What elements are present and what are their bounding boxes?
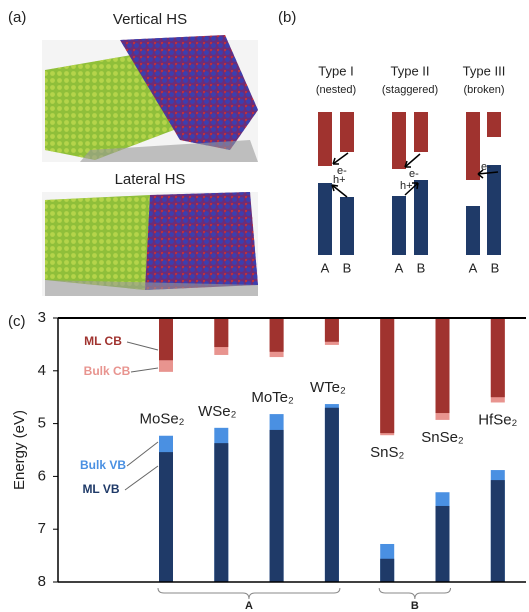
y-tick-label: 4: [38, 362, 46, 379]
type-note: (broken): [464, 84, 505, 96]
category-label: SnS₂: [370, 444, 404, 461]
material-label: B: [417, 260, 426, 275]
group-label: A: [245, 600, 253, 612]
y-tick-label: 8: [38, 573, 46, 590]
y-tick-label: 3: [38, 309, 46, 326]
type-note: (nested): [316, 84, 356, 96]
lateral-hs-image: [42, 192, 258, 296]
category-label: MoTe₂: [251, 389, 294, 406]
electron-label: e-: [337, 165, 347, 177]
material-label: A: [469, 260, 478, 275]
material-label: A: [321, 260, 330, 275]
material-label: B: [343, 260, 352, 275]
series-label: ML VB: [82, 482, 119, 496]
bar: [380, 558, 395, 582]
y-tick-label: 5: [38, 415, 46, 432]
y-tick-label: 7: [38, 520, 46, 537]
bar: [214, 318, 229, 348]
hole-label: h+: [400, 180, 413, 192]
group-brace: [157, 587, 341, 600]
bar: [214, 443, 229, 582]
bar: [380, 318, 395, 434]
category-label: SnSe₂: [421, 429, 464, 446]
bar: [435, 505, 450, 582]
bar: [159, 318, 173, 361]
band-alignment-diagram: e- h+ e- h+ e-: [318, 112, 501, 255]
type-name: Type II: [390, 63, 429, 78]
bar: [269, 318, 284, 352]
series-label: Bulk CB: [84, 364, 131, 378]
electron-label: e-: [409, 168, 419, 180]
electron-label: e-: [481, 161, 491, 173]
vertical-hs-image: [42, 35, 258, 162]
group-brace: [378, 587, 451, 600]
y-tick-label: 6: [38, 467, 46, 484]
bar: [490, 318, 505, 398]
category-label: WSe₂: [198, 403, 237, 420]
leader-line: [126, 441, 159, 467]
material-label: B: [491, 260, 500, 275]
bar: [269, 429, 284, 582]
panel-title: Vertical HS: [113, 11, 187, 28]
series-label: ML CB: [84, 334, 122, 348]
leader-line: [130, 367, 159, 373]
type-note: (staggered): [382, 84, 438, 96]
type-name: Type I: [318, 63, 353, 78]
category-label: HfSe₂: [478, 411, 517, 428]
bar: [324, 407, 339, 582]
panel-label: (a): [8, 9, 26, 26]
type-name: Type III: [463, 63, 506, 78]
leader-line: [124, 465, 159, 491]
panel-title: Lateral HS: [115, 171, 186, 188]
category-label: WTe₂: [310, 379, 346, 396]
panel-label: (b): [278, 9, 296, 26]
hole-label: h+: [333, 174, 346, 186]
panel-label: (c): [8, 313, 26, 330]
bar: [490, 480, 505, 582]
bar: [435, 318, 450, 414]
category-label: MoSe₂: [139, 411, 184, 428]
y-axis-title: Energy (eV): [11, 410, 28, 490]
material-label: A: [395, 260, 404, 275]
bar: [324, 318, 339, 342]
series-label: Bulk VB: [80, 458, 126, 472]
group-label: B: [411, 600, 419, 612]
leader-line: [126, 341, 159, 351]
bar: [159, 452, 173, 582]
